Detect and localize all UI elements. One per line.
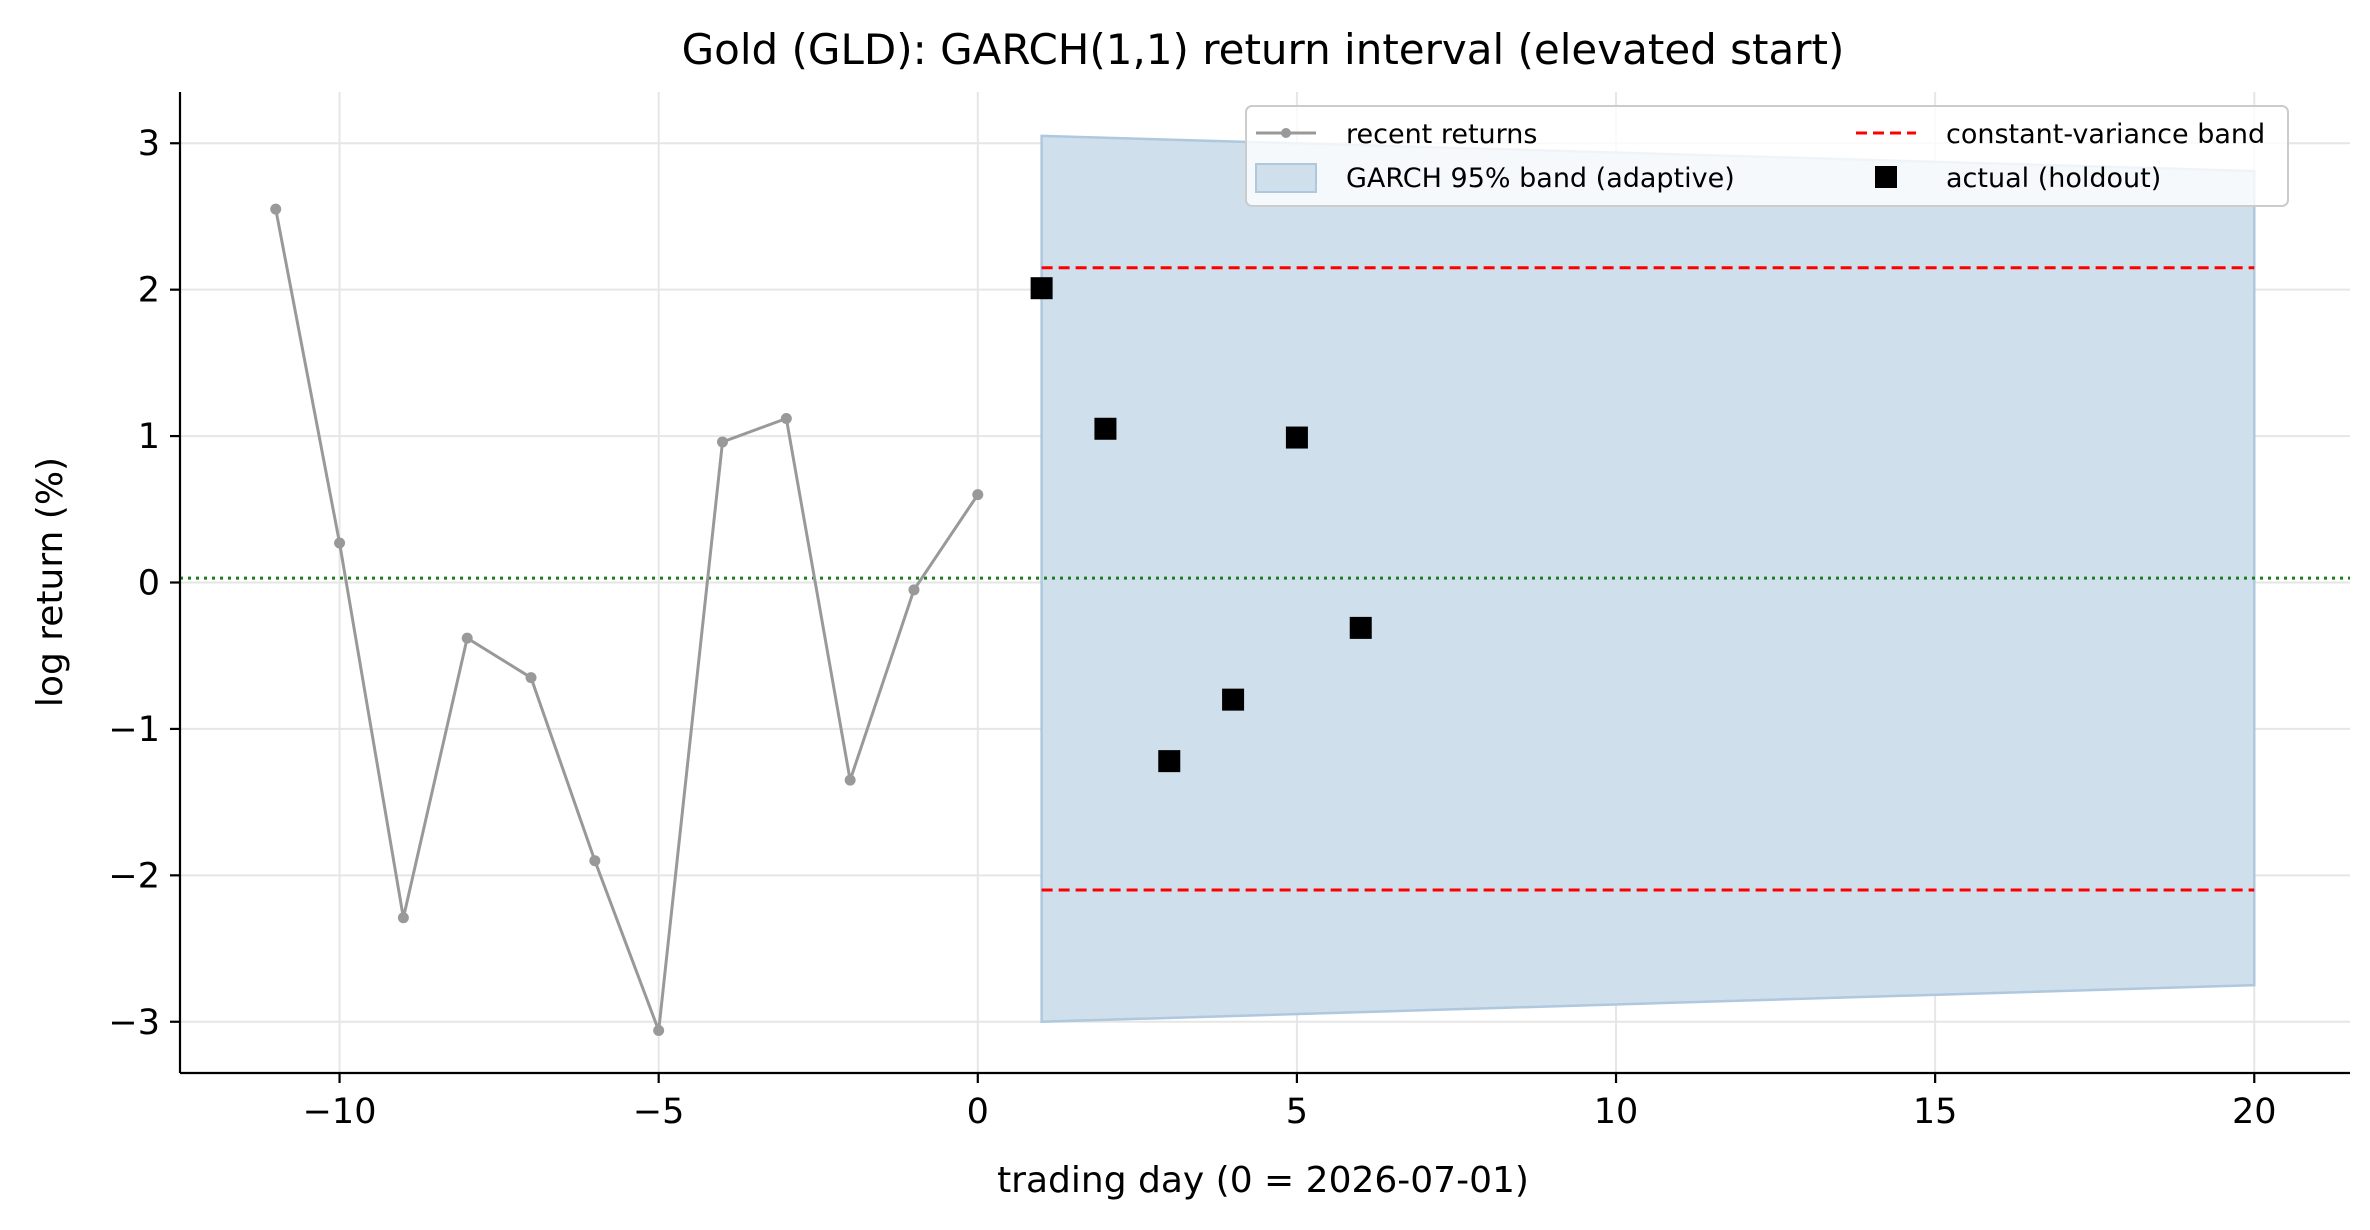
y-tick-label: 1 — [138, 417, 160, 457]
legend-actual-label: actual (holdout) — [1946, 163, 2161, 194]
y-axis-ticks: 3 2 1 0 −1 −2 −3 — [108, 124, 180, 1043]
recent-return-point — [334, 537, 346, 549]
y-tick-label: 2 — [138, 271, 160, 311]
legend: recent returns GARCH 95% band (adaptive)… — [1245, 105, 2289, 207]
x-axis-label: trading day (0 = 2026-07-01) — [997, 1160, 1529, 1201]
series-layer — [270, 203, 1372, 1037]
x-tick-label: −10 — [303, 1092, 377, 1132]
chart-title: Gold (GLD): GARCH(1,1) return interval (… — [682, 25, 1845, 74]
recent-return-point — [461, 632, 473, 644]
x-tick-label: 20 — [2232, 1092, 2277, 1132]
y-tick-label: −2 — [108, 856, 160, 896]
y-tick-label: 0 — [138, 564, 160, 604]
legend-recent-label: recent returns — [1346, 119, 1537, 150]
recent-return-point — [270, 203, 282, 215]
actual-holdout-point — [1222, 688, 1245, 711]
legend-recent-marker — [1281, 128, 1291, 138]
x-axis-ticks: −10 −5 0 5 10 15 20 — [303, 1073, 2277, 1132]
x-tick-label: 5 — [1286, 1092, 1308, 1132]
recent-return-point — [844, 774, 856, 786]
legend-garch-swatch — [1255, 163, 1317, 193]
x-tick-label: 15 — [1913, 1092, 1958, 1132]
legend-actual-marker — [1875, 166, 1897, 188]
recent-return-point — [908, 584, 920, 596]
y-axis-label: log return (%) — [30, 457, 71, 707]
y-tick-label: −1 — [108, 710, 160, 750]
legend-box — [1245, 105, 2289, 207]
y-tick-label: −3 — [108, 1003, 160, 1043]
recent-return-point — [653, 1025, 665, 1037]
actual-holdout-point — [1030, 277, 1053, 300]
legend-garch-label: GARCH 95% band (adaptive) — [1346, 163, 1735, 194]
actual-holdout-point — [1349, 616, 1372, 639]
recent-return-point — [717, 436, 728, 448]
y-tick-label: 3 — [138, 124, 160, 164]
recent-return-point — [589, 855, 601, 867]
band-layer — [180, 134, 2350, 1024]
actual-holdout-point — [1094, 417, 1117, 440]
recent-returns-line — [274, 208, 980, 1032]
actual-holdout-point — [1285, 426, 1308, 449]
x-tick-label: 10 — [1594, 1092, 1639, 1132]
actual-holdout-point — [1158, 750, 1181, 773]
recent-return-point — [397, 912, 409, 924]
legend-constant-label: constant-variance band — [1946, 119, 2265, 150]
recent-return-point — [972, 489, 984, 501]
x-tick-label: −5 — [633, 1092, 685, 1132]
recent-return-point — [780, 413, 792, 425]
recent-return-point — [525, 672, 537, 684]
x-tick-label: 0 — [967, 1092, 989, 1132]
